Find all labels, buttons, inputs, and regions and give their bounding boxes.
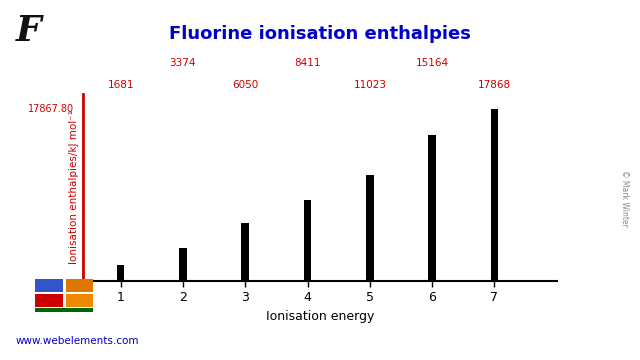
Text: F: F xyxy=(16,14,42,48)
Bar xyxy=(117,265,124,281)
Text: 3374: 3374 xyxy=(170,58,196,68)
Bar xyxy=(35,279,63,292)
Text: 17868: 17868 xyxy=(478,80,511,90)
Bar xyxy=(179,248,187,281)
Bar xyxy=(65,279,93,292)
Text: 17867.80: 17867.80 xyxy=(28,104,74,114)
Text: 11023: 11023 xyxy=(353,80,387,90)
Bar xyxy=(65,294,93,307)
Bar xyxy=(35,308,93,312)
Text: Fluorine ionisation enthalpies: Fluorine ionisation enthalpies xyxy=(169,25,471,43)
Text: © Mark Winter: © Mark Winter xyxy=(620,170,628,226)
Text: 6050: 6050 xyxy=(232,80,259,90)
Text: www.webelements.com: www.webelements.com xyxy=(16,336,140,346)
Bar xyxy=(241,223,249,281)
X-axis label: Ionisation energy: Ionisation energy xyxy=(266,310,374,323)
Bar xyxy=(35,294,63,307)
Bar xyxy=(428,135,436,281)
Bar xyxy=(304,200,311,281)
Text: 15164: 15164 xyxy=(415,58,449,68)
Bar xyxy=(366,175,374,281)
Y-axis label: Ionisation enthalpies/kJ mol⁻¹: Ionisation enthalpies/kJ mol⁻¹ xyxy=(69,110,79,264)
Bar xyxy=(491,109,498,281)
Text: 8411: 8411 xyxy=(294,58,321,68)
Text: 1681: 1681 xyxy=(108,80,134,90)
